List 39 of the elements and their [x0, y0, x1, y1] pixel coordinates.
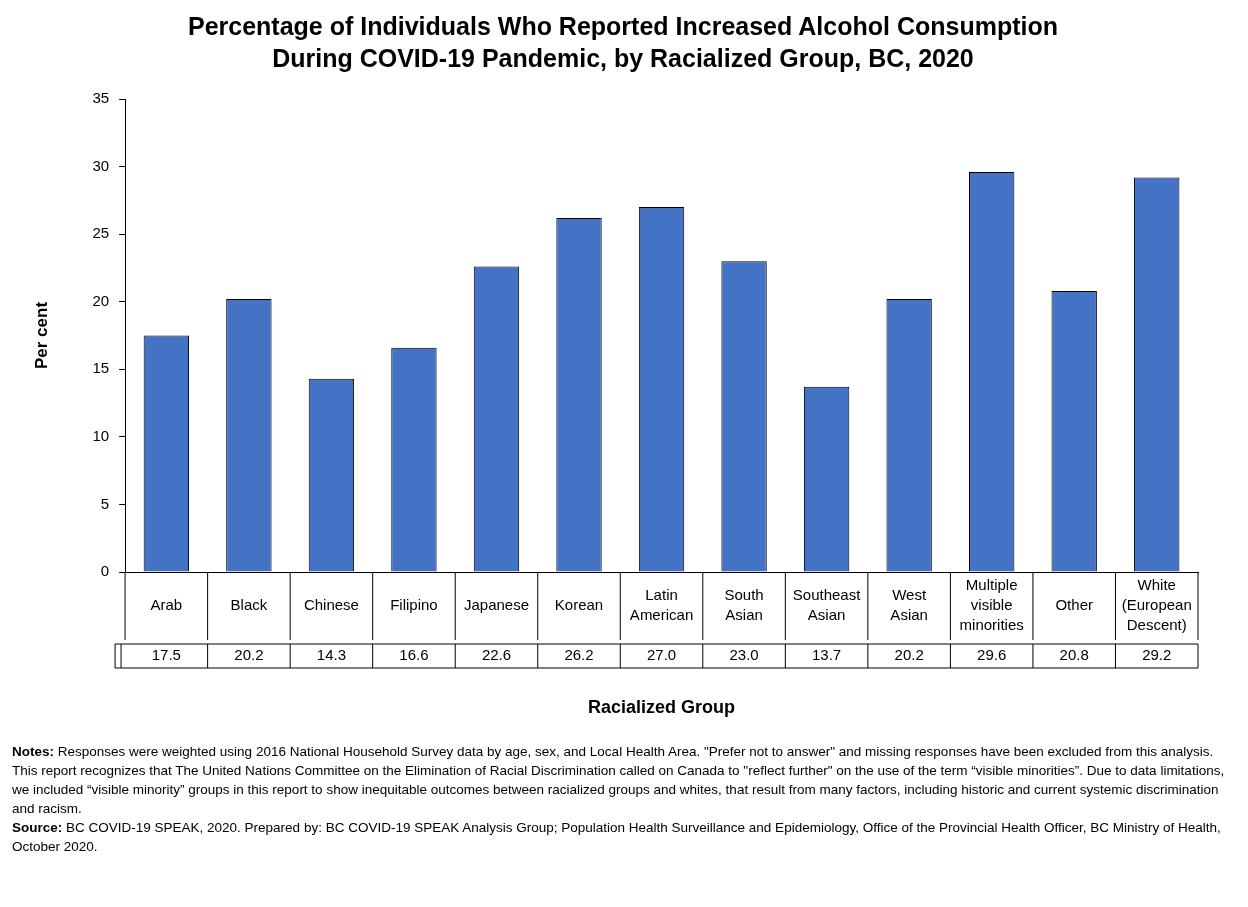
- x-tick-label: Other: [1055, 596, 1093, 614]
- chart-title: Percentage of Individuals Who Reported Increased Alcohol Consumption During COVID-19 Pandemic, by Racialized Group, BC, 2020: [187, 11, 1059, 74]
- y-tick-label: 0: [100, 562, 110, 580]
- data-label: 14.3: [316, 646, 347, 664]
- x-tick-label: Filipino: [390, 596, 438, 614]
- x-tick-label: Multiple visible minorities: [959, 576, 1024, 634]
- y-tick-label: 25: [92, 224, 110, 242]
- data-label: 22.6: [481, 646, 512, 664]
- data-label: 29.6: [977, 646, 1007, 664]
- source-note: Source: BC COVID-19 SPEAK, 2020. Prepared by: BC COVID-19 SPEAK Analysis Group; Population Health Surveillance and Epidemiology, Office of the Provincial Health Officer, BC Ministry of Health, October 2020.: [12, 820, 1221, 854]
- y-tick-label: 20: [92, 291, 110, 309]
- data-label: 17.5: [151, 646, 181, 664]
- x-axis-title: Racialized Group: [588, 696, 736, 717]
- x-tick-label: Japanese: [463, 596, 530, 614]
- y-tick-label: 5: [100, 494, 110, 512]
- y-tick-label: 10: [92, 427, 110, 444]
- x-tick-label: White (European Descent): [1121, 576, 1192, 634]
- x-tick-label: Black: [230, 596, 268, 614]
- text: Notes: Responses were weighted using 2016 National Household Survey data by age, sex, and Local Health Area. "Prefer not to answer" and missing responses have been excluded from this analysis. This report recognizes that The United Nations Committee on the Elimination of Racial Discrimination called on Canada to "reflect further" on the use of the term “visible minorities”. Due to data limitations, we included “visible minority” groups in this report to show inequitable outcomes between racialized groups and whites, that result from many factors, including historic and current systemic discrimination and racism.: [12, 744, 1225, 816]
- data-label: 20.2: [234, 646, 264, 664]
- x-tick-label: Korean: [554, 596, 604, 614]
- data-label: 27.0: [646, 646, 677, 664]
- data-label: 16.6: [399, 646, 429, 664]
- data-label: 26.2: [564, 646, 594, 664]
- x-tick-label: South Asian: [724, 586, 764, 624]
- data-label: 20.2: [894, 646, 924, 664]
- x-tick-label: Latin American: [629, 586, 694, 624]
- x-tick-label: West Asian: [890, 586, 928, 624]
- y-tick-label: 30: [92, 156, 110, 174]
- y-axis-title: Per cent: [31, 301, 51, 370]
- x-tick-label: Southeast Asian: [792, 586, 862, 624]
- x-tick-label: Arab: [150, 596, 183, 614]
- data-label: 23.0: [729, 646, 759, 664]
- y-tick-label: 15: [92, 359, 110, 377]
- x-tick-label: Chinese: [303, 596, 359, 614]
- data-label: 29.2: [1142, 646, 1172, 664]
- data-label: 13.7: [812, 646, 842, 664]
- y-tick-label: 35: [92, 89, 110, 107]
- data-label: 20.8: [1059, 646, 1089, 664]
